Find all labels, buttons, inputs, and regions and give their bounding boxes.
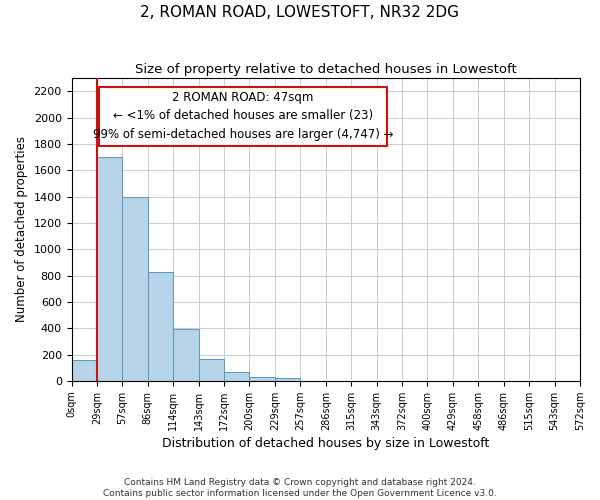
- Bar: [224, 372, 250, 381]
- Bar: [148, 272, 173, 381]
- Y-axis label: Number of detached properties: Number of detached properties: [15, 136, 28, 322]
- Title: Size of property relative to detached houses in Lowestoft: Size of property relative to detached ho…: [135, 62, 517, 76]
- Bar: [199, 359, 224, 381]
- Text: 2, ROMAN ROAD, LOWESTOFT, NR32 2DG: 2, ROMAN ROAD, LOWESTOFT, NR32 2DG: [140, 5, 460, 20]
- Text: Contains HM Land Registry data © Crown copyright and database right 2024.
Contai: Contains HM Land Registry data © Crown c…: [103, 478, 497, 498]
- Bar: [250, 377, 275, 381]
- Text: 2 ROMAN ROAD: 47sqm
← <1% of detached houses are smaller (23)
99% of semi-detach: 2 ROMAN ROAD: 47sqm ← <1% of detached ho…: [93, 91, 394, 141]
- Bar: [122, 196, 148, 381]
- Bar: [71, 360, 97, 381]
- Bar: [275, 378, 301, 381]
- Bar: [173, 330, 199, 381]
- X-axis label: Distribution of detached houses by size in Lowestoft: Distribution of detached houses by size …: [162, 437, 490, 450]
- FancyBboxPatch shape: [100, 87, 387, 146]
- Bar: [97, 157, 122, 381]
